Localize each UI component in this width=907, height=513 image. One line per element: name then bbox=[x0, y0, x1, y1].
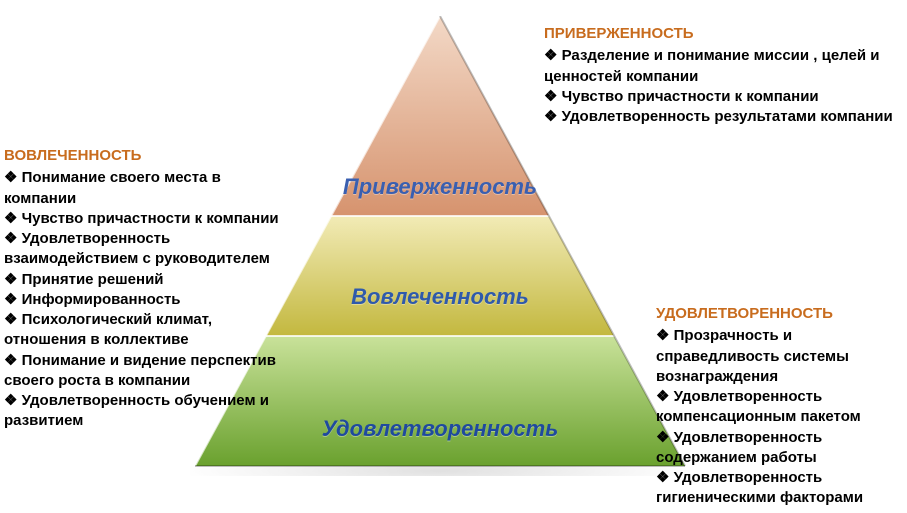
callout-commitment-item: Чувство причастности к компании bbox=[544, 87, 896, 107]
callout-commitment-list: Разделение и понимание миссии , целей и … bbox=[544, 46, 896, 127]
callout-involvement-item: Принятие решений bbox=[4, 270, 296, 290]
callout-involvement-item: Чувство причастности к компании bbox=[4, 209, 296, 229]
callout-satisfaction-item: Удовлетворенность гигиеническими фактора… bbox=[656, 468, 904, 509]
callout-involvement-list: Понимание своего места в компанииЧувство… bbox=[4, 168, 296, 431]
callout-satisfaction-item: Удовлетворенность содержанием работы bbox=[656, 428, 904, 469]
callout-satisfaction-list: Прозрачность и справедливость системы во… bbox=[656, 326, 904, 508]
callout-involvement-item: Психологический климат, отношения в колл… bbox=[4, 310, 296, 351]
callout-commitment-item: Разделение и понимание миссии , целей и … bbox=[544, 46, 896, 87]
callout-involvement-item: Понимание и видение перспектив своего ро… bbox=[4, 351, 296, 392]
callout-satisfaction-item: Удовлетворенность компенсационным пакето… bbox=[656, 387, 904, 428]
callout-satisfaction-heading: УДОВЛЕТВОРЕННОСТЬ bbox=[656, 304, 904, 324]
callout-satisfaction-item: Прозрачность и справедливость системы во… bbox=[656, 326, 904, 387]
callout-involvement-item: Информированность bbox=[4, 290, 296, 310]
callout-involvement-item: Удовлетворенность обучением и развитием bbox=[4, 391, 296, 432]
callout-involvement-heading: ВОВЛЕЧЕННОСТЬ bbox=[4, 146, 296, 166]
callout-commitment: ПРИВЕРЖЕННОСТЬ Разделение и понимание ми… bbox=[544, 24, 896, 127]
callout-satisfaction: УДОВЛЕТВОРЕННОСТЬ Прозрачность и справед… bbox=[656, 304, 904, 509]
callout-involvement: ВОВЛЕЧЕННОСТЬ Понимание своего места в к… bbox=[4, 146, 296, 432]
callout-commitment-heading: ПРИВЕРЖЕННОСТЬ bbox=[544, 24, 896, 44]
diagram-stage: { "pyramid": { "type": "pyramid", "width… bbox=[0, 0, 907, 513]
callout-involvement-item: Понимание своего места в компании bbox=[4, 168, 296, 209]
callout-commitment-item: Удовлетворенность результатами компании bbox=[544, 107, 896, 127]
callout-involvement-item: Удовлетворенность взаимодействием с руко… bbox=[4, 229, 296, 270]
